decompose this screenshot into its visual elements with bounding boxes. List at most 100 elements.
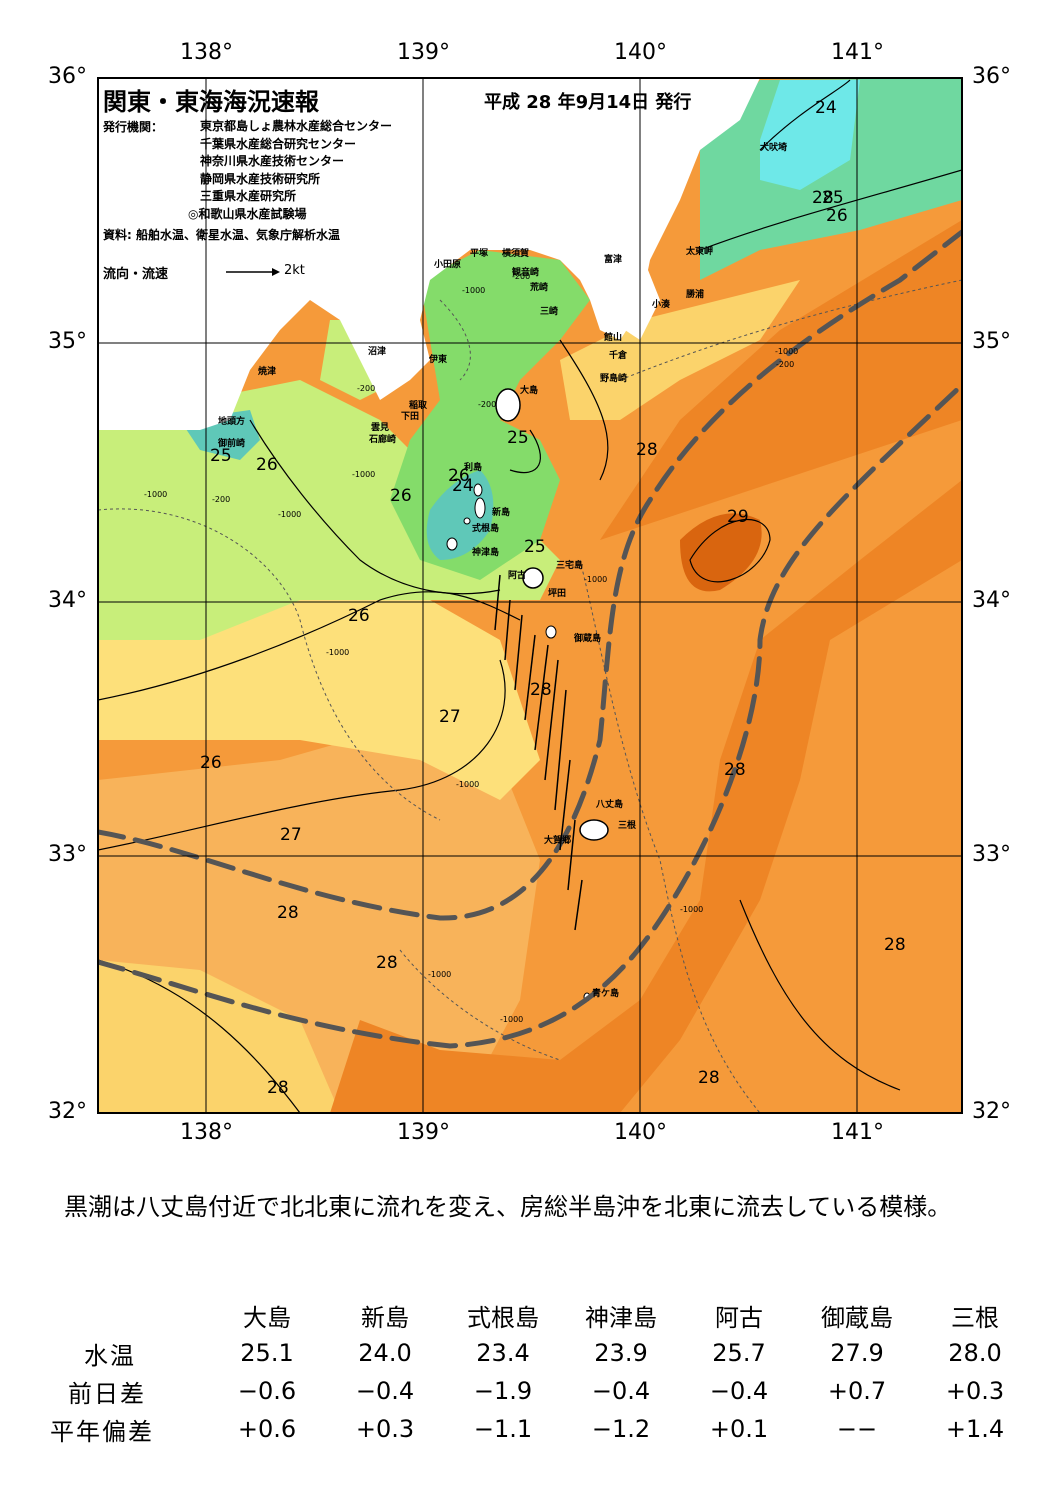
- table-cell: −1.9: [473, 1377, 533, 1405]
- table-cell: −0.4: [709, 1377, 769, 1405]
- island-toshima: [473, 483, 483, 497]
- place-name: 利島: [464, 463, 483, 473]
- place-name: 大賀郷: [544, 836, 572, 846]
- depth-label: -1000: [680, 905, 704, 914]
- table-cell: +0.6: [237, 1415, 297, 1443]
- lon-label-139-bottom: 139°: [397, 1120, 450, 1145]
- lat-label-35: 35°: [48, 329, 87, 354]
- temp-zone-27: [98, 600, 540, 800]
- lat-label-34-right: 34°: [972, 588, 1011, 613]
- place-name: 石廊崎: [369, 435, 397, 445]
- table-cell: −0.6: [237, 1377, 297, 1405]
- temperature-label: 24: [452, 476, 474, 496]
- station-header: 神津島: [585, 1303, 657, 1332]
- depth-label: -1000: [278, 510, 302, 519]
- lat-label-33: 33°: [48, 842, 87, 867]
- temp-zone-24-boso: [760, 80, 860, 190]
- place-name: 雲見: [371, 423, 390, 433]
- issuer-list: 東京都島しょ農林水産総合センター 千葉県水産総合研究センター 神奈川県水産技術セ…: [188, 118, 392, 223]
- land-mainland: [98, 78, 760, 430]
- table-row: 平年偏差 +0.6 +0.3 −1.1 −1.2 +0.1 −− +1.4: [50, 1410, 1034, 1448]
- issuer: 静岡県水産技術研究所: [200, 171, 321, 186]
- place-name: 三崎: [540, 307, 559, 317]
- temperature-label: 26: [256, 455, 278, 475]
- place-name: 下田: [401, 412, 420, 422]
- station-header: 新島: [361, 1303, 409, 1332]
- place-name: 観音崎: [512, 268, 540, 278]
- station-header: 式根島: [467, 1303, 539, 1332]
- place-name: 勝浦: [686, 290, 705, 300]
- depth-label: -1000: [428, 970, 452, 979]
- depth-label: -1000: [500, 1015, 524, 1024]
- place-name: 三宅島: [556, 561, 584, 571]
- issuer: 三重県水産研究所: [200, 189, 297, 203]
- temperature-label: 26: [200, 753, 222, 773]
- depth-label: -1000: [144, 490, 168, 499]
- place-name: 三根: [618, 821, 637, 831]
- place-name: 横須賀: [502, 249, 530, 259]
- temperature-label: 27: [439, 707, 461, 727]
- place-name: 平塚: [470, 249, 489, 259]
- lat-label-36-right: 36°: [972, 64, 1011, 89]
- depth-label: -200: [776, 360, 795, 369]
- lon-label-140: 140°: [614, 40, 667, 65]
- temperature-label: 28: [812, 188, 834, 208]
- place-name: 沼津: [368, 347, 387, 357]
- table-cell: +0.7: [827, 1377, 887, 1405]
- place-name: 阿古: [508, 571, 527, 581]
- data-source: 資料: 船舶水温、衛星水温、気象庁解析水温: [103, 228, 340, 242]
- station-header: 御蔵島: [821, 1303, 893, 1332]
- table-cell: 24.0: [358, 1339, 412, 1367]
- temperature-label: 28: [698, 1068, 720, 1088]
- island-oshima: [495, 388, 521, 422]
- place-name: 伊東: [429, 355, 448, 365]
- temperature-label: 25: [210, 446, 232, 466]
- lon-label-141-bottom: 141°: [831, 1120, 884, 1145]
- table-cell: +0.3: [945, 1377, 1005, 1405]
- lat-label-36: 36°: [48, 64, 87, 89]
- temperature-label: 26: [826, 206, 848, 226]
- temperature-label: 28: [884, 935, 906, 955]
- map-frame: [97, 77, 963, 1114]
- lon-label-138: 138°: [180, 40, 233, 65]
- temperature-label: 28: [277, 903, 299, 923]
- summary-text: 黒潮は八丈島付近で北北東に流れを変え、房総半島沖を北東に流去している模様。: [64, 1193, 952, 1221]
- issue-date: 平成 28 年9月14日 発行: [484, 92, 692, 113]
- lon-label-141: 141°: [831, 40, 884, 65]
- table-cell: +0.3: [355, 1415, 415, 1443]
- table-row: 水温 25.1 24.0 23.4 23.9 25.7 27.9 28.0: [50, 1334, 1034, 1372]
- observation-table: 大島 新島 式根島 神津島 阿古 御蔵島 三根 水温 25.1 24.0 23.…: [50, 1296, 1034, 1448]
- island-shikinejima: [463, 517, 471, 525]
- row-label-water-temp: 水温: [84, 1341, 136, 1370]
- kuroshio-axis: [98, 229, 962, 1049]
- table-cell: −−: [836, 1415, 878, 1443]
- table-cell: 28.0: [948, 1339, 1002, 1367]
- place-name: 青ケ島: [592, 989, 620, 999]
- temperature-label: 29: [727, 507, 749, 527]
- table-cell: −1.1: [473, 1415, 533, 1443]
- isotherms: [98, 79, 962, 1113]
- issuer: 千葉県水産総合研究センター: [200, 136, 357, 151]
- table-cell: −0.4: [591, 1377, 651, 1405]
- table-cell: 23.9: [594, 1339, 648, 1367]
- temperature-label: 28: [267, 1078, 289, 1098]
- sea-temperature-map: 138° 139° 140° 141° 138° 139° 140° 141° …: [48, 40, 1011, 1145]
- island-hachijojima: [579, 819, 609, 841]
- temperature-label: 26: [390, 486, 412, 506]
- lat-label-32: 32°: [48, 1099, 87, 1124]
- depth-label: -1000: [326, 648, 350, 657]
- depth-label: -200: [212, 495, 231, 504]
- place-name: 犬吠埼: [760, 143, 788, 153]
- depth-label: -1000: [462, 286, 486, 295]
- depth-label: -1000: [775, 347, 799, 356]
- kuroshio-core: [330, 220, 962, 1113]
- place-name: 太東岬: [686, 247, 714, 257]
- depth-label: -200: [357, 384, 376, 393]
- place-name: 富津: [604, 255, 623, 265]
- table-header-row: 大島 新島 式根島 神津島 阿古 御蔵島 三根: [50, 1296, 1034, 1334]
- lon-label-139: 139°: [397, 40, 450, 65]
- table-cell: −1.2: [591, 1415, 651, 1443]
- table-cell: 27.9: [830, 1339, 884, 1367]
- depth-contours: [98, 279, 962, 1113]
- table-cell: +0.1: [709, 1415, 769, 1443]
